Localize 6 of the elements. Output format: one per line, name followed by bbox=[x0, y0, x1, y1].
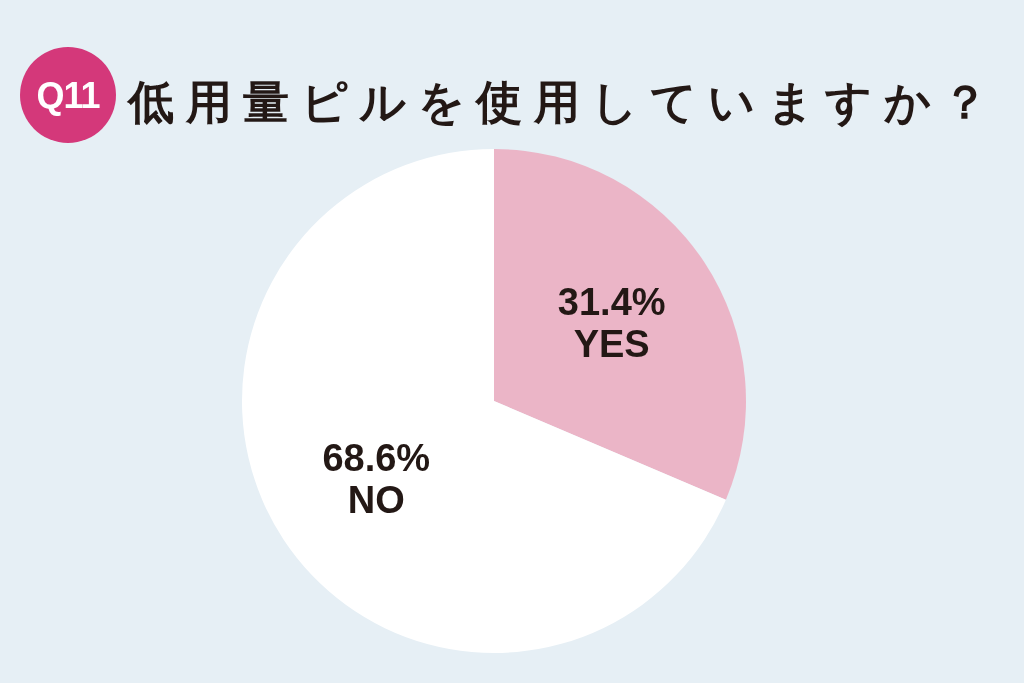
slice-label: NO bbox=[347, 478, 405, 521]
data-label: 31.4% bbox=[557, 281, 666, 324]
slice-label: YES bbox=[573, 323, 650, 366]
text: Q11 bbox=[36, 75, 101, 116]
chart-title: 低用量ピルを使用していますか？ bbox=[126, 75, 1000, 129]
data-label: 68.6% bbox=[322, 436, 431, 479]
